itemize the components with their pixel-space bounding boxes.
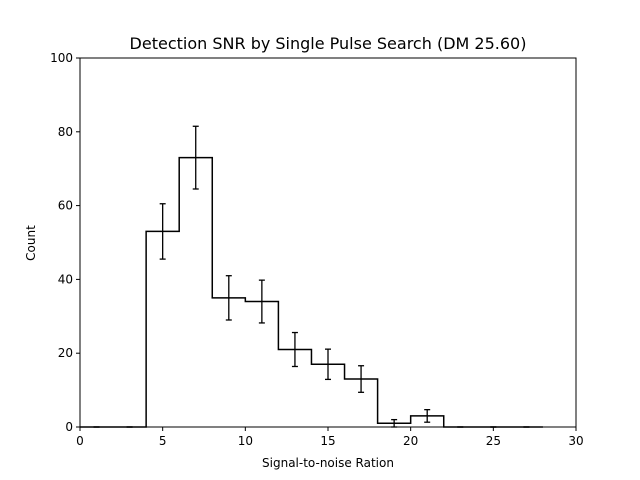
error-bar (258, 279, 265, 324)
y-tick-label: 100 (50, 51, 73, 65)
x-tick-label: 25 (486, 434, 501, 448)
x-axis-label: Signal-to-noise Ration (262, 456, 394, 470)
x-tick-label: 0 (76, 434, 84, 448)
error-bar (291, 331, 298, 368)
y-tick-label: 0 (65, 420, 73, 434)
y-tick-label: 60 (58, 199, 73, 213)
x-tick-label: 20 (403, 434, 418, 448)
error-bar (358, 365, 365, 393)
error-bar (424, 409, 431, 423)
y-tick-label: 80 (58, 125, 73, 139)
y-tick-label: 20 (58, 346, 73, 360)
y-tick-label: 40 (58, 272, 73, 286)
x-tick-label: 15 (320, 434, 335, 448)
chart-title: Detection SNR by Single Pulse Search (DM… (130, 34, 527, 53)
axes: 0 5 10 15 20 25 30 0 20 40 60 80 100 (50, 51, 584, 448)
y-axis-label: Count (24, 225, 38, 261)
error-bar (159, 203, 166, 260)
error-bar (192, 125, 199, 190)
error-bar (325, 348, 331, 381)
error-bar (225, 275, 232, 321)
histogram-step-line (80, 156, 543, 428)
x-tick-label: 30 (568, 434, 583, 448)
x-tick-label: 5 (159, 434, 167, 448)
x-tick-label: 10 (238, 434, 253, 448)
